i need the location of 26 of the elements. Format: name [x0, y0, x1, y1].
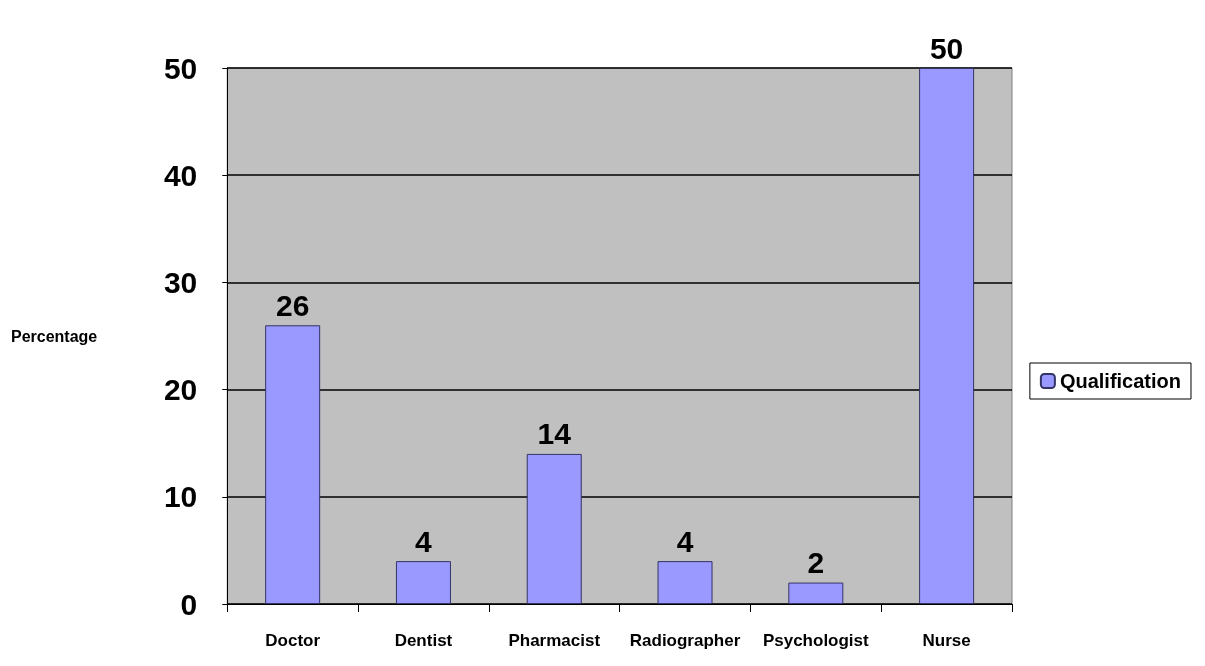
y-tick-label: 30 [163, 265, 198, 299]
y-tick-label: 40 [163, 158, 198, 192]
bar [657, 561, 713, 604]
y-tick-label: 0 [180, 587, 198, 621]
bar [265, 325, 321, 604]
y-tick-label: 50 [163, 51, 198, 85]
bar [395, 561, 451, 604]
data-label: 4 [415, 524, 433, 558]
x-tick-label: Pharmacist [508, 631, 601, 650]
bar [526, 453, 582, 604]
x-tick-label: Doctor [265, 631, 321, 650]
x-tick-label: Psychologist [762, 631, 870, 650]
data-label: 26 [275, 288, 310, 322]
bar [919, 68, 975, 604]
x-tick-label: Nurse [922, 631, 971, 650]
bar [788, 582, 844, 604]
y-tick-label: 20 [163, 373, 198, 407]
y-tick-label: 10 [163, 480, 198, 514]
data-label: 4 [676, 524, 694, 558]
legend-label: Qualification [1059, 370, 1181, 392]
data-label: 50 [929, 31, 964, 65]
x-tick-label: Dentist [394, 631, 453, 650]
x-tick-label: Radiographer [629, 631, 741, 650]
data-label: 14 [537, 417, 572, 451]
data-label: 2 [807, 546, 825, 580]
y-axis-title: Percentage [11, 327, 98, 345]
